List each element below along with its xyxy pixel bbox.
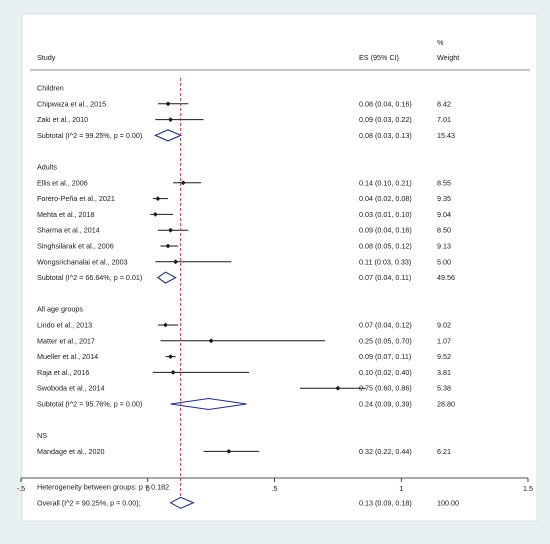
group-label: Children [37,84,64,93]
study-es-label: 0.04 (0.02, 0.08) [359,194,412,203]
subtotal-weight-label: 49.56 [437,273,455,282]
study-label: Chipwaza et al., 2015 [37,99,106,108]
overall-label: Overall (I^2 = 90.25%, p = 0.00); [37,498,141,507]
subtotal-diamond [156,271,177,284]
study-label: Wongsrichanalai et al., 2003 [37,257,128,266]
study-es-label: 0.14 (0.10, 0.21) [359,178,412,187]
study-label: Ellis et al., 2006 [37,178,88,187]
header-es: ES (95% CI) [359,53,399,62]
study-weight-label: 7.01 [437,115,451,124]
study-weight-label: 9.35 [437,194,451,203]
study-label: Zaki et al., 2010 [37,115,88,124]
study-es-label: 0.07 (0.04, 0.12) [359,321,412,330]
overall-es-label: 0.13 (0.09, 0.18) [359,498,412,507]
point-estimate [170,370,176,375]
point-estimate [335,385,341,391]
study-weight-label: 3.81 [437,368,451,377]
overall-weight-label: 100.00 [437,498,459,507]
subtotal-es-label: 0.07 (0.04, 0.11) [359,273,411,282]
study-label: Sharma et al., 2014 [37,226,100,235]
subtotal-label: Subtotal (I^2 = 99.25%, p = 0.00) [37,131,142,140]
group-label: Adults [37,163,57,172]
heterogeneity-label: Heterogeneity between groups: p = 0.182 [37,483,169,492]
point-estimate [155,196,161,201]
point-estimate [165,101,171,107]
study-weight-label: 6.21 [437,447,451,456]
point-estimate [168,354,173,359]
study-label: Mandage et al., 2020 [37,447,105,456]
study-weight-label: 9.13 [437,242,451,251]
subtotal-diamond [170,397,247,411]
subtotal-es-label: 0.24 (0.09, 0.39) [359,400,412,409]
study-weight-label: 8.42 [437,99,451,108]
study-es-label: 0.32 (0.22, 0.44) [359,447,412,456]
study-es-label: 0.25 (0.05, 0.70) [359,336,412,345]
plot-panel [21,13,538,522]
point-estimate [163,322,168,328]
study-es-label: 0.10 (0.02, 0.40) [359,368,412,377]
study-weight-label: 9.52 [437,352,451,361]
group-label: All age groups [37,305,83,314]
x-tick-label: -.5 [17,484,25,493]
subtotal-weight-label: 15.43 [437,131,455,140]
study-es-label: 0.03 (0.01, 0.10) [359,210,412,219]
header-weight: Weight [437,53,459,62]
point-estimate [152,212,158,217]
x-tick-label: 0 [146,484,150,493]
study-es-label: 0.08 (0.05, 0.12) [359,242,412,251]
study-es-label: 0.09 (0.04, 0.16) [359,226,412,235]
study-weight-label: 1.07 [437,336,451,345]
point-estimate [180,180,186,186]
study-weight-label: 5.00 [437,257,451,266]
group-label: NS [37,431,47,440]
study-label: Swoboda et al., 2014 [37,384,105,393]
study-label: Matter et al., 2017 [37,336,95,345]
study-label: Mueller et al., 2014 [37,352,98,361]
header-study: Study [37,53,56,62]
study-weight-label: 5.38 [437,384,451,393]
point-estimate [165,243,171,249]
study-es-label: 0.09 (0.07, 0.11) [359,352,411,361]
study-es-label: 0.08 (0.04, 0.16) [359,99,412,108]
point-estimate [173,259,179,265]
x-tick-label: 1.5 [523,484,533,493]
study-label: Singhsilarak et al., 2006 [37,242,114,251]
point-estimate [168,117,173,122]
header-weight-pct: % [437,38,444,47]
subtotal-label: Subtotal (I^2 = 95.76%, p = 0.00) [37,400,142,409]
overall-diamond [169,496,195,509]
point-estimate [168,227,173,233]
study-label: Mehta et al., 2018 [37,210,95,219]
study-weight-label: 9.04 [437,210,451,219]
study-weight-label: 8.55 [437,178,451,187]
point-estimate [226,449,232,454]
study-es-label: 0.75 (0.60, 0.86) [359,384,412,393]
study-label: Lindo et al., 2013 [37,321,92,330]
study-label: Raja et al., 2016 [37,368,89,377]
x-tick-label: .5 [272,484,278,493]
study-weight-label: 8.50 [437,226,451,235]
subtotal-weight-label: 28.80 [437,400,455,409]
subtotal-label: Subtotal (I^2 = 66.64%, p = 0.01) [37,273,142,282]
x-tick-label: 1 [399,484,403,493]
point-estimate [208,338,214,344]
study-weight-label: 9.02 [437,321,451,330]
subtotal-es-label: 0.08 (0.03, 0.13) [359,131,412,140]
study-label: Forero-Peña et al., 2021 [37,194,115,203]
study-es-label: 0.11 (0.03, 0.33) [359,257,411,266]
study-es-label: 0.09 (0.03, 0.22) [359,115,412,124]
